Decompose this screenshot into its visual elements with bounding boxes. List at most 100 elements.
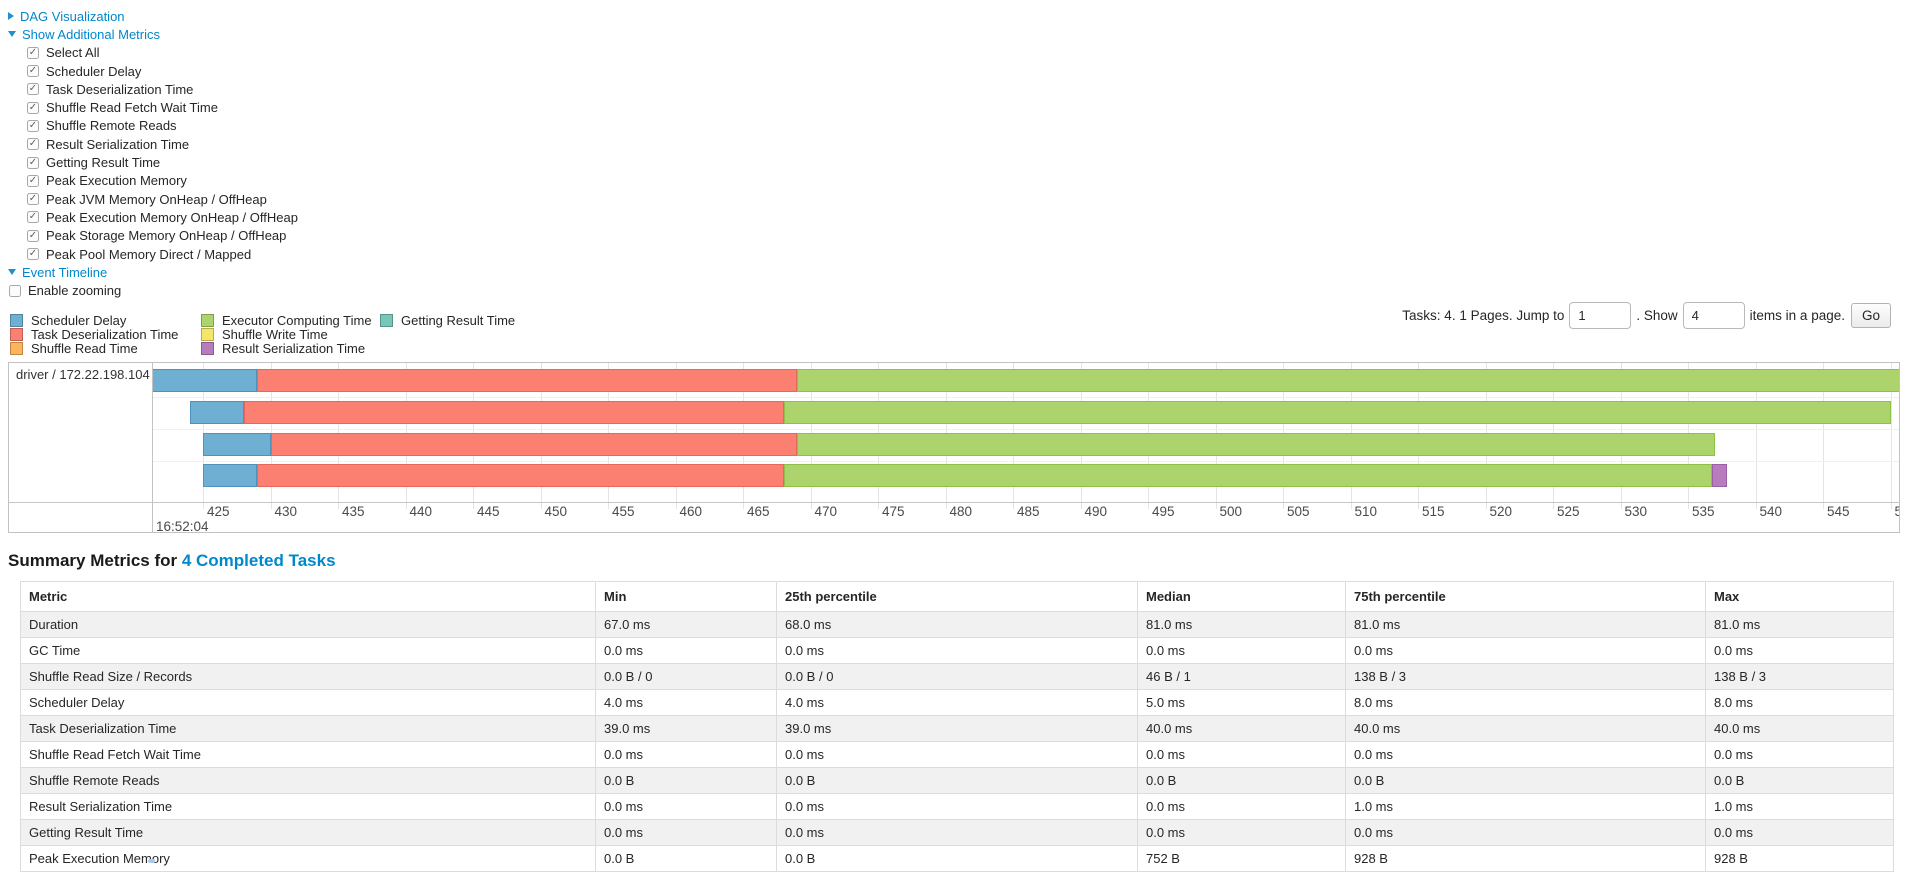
task-4-result_serialization-segment[interactable] [1712, 463, 1728, 487]
metric-value-cell-25th-percentile: 68.0 ms [776, 610, 1138, 638]
axis-tick-label: 500 [1219, 503, 1243, 519]
row-separator-line [153, 460, 1899, 462]
summary-heading-prefix: Summary Metrics for [8, 550, 182, 570]
column-header-25th-percentile: 25th percentile [776, 580, 1138, 612]
executor-group-panel: driver / 172.22.198.104 [9, 362, 153, 532]
task-1-task_deserialization-segment[interactable] [257, 368, 797, 392]
task-1-scheduler_delay-segment[interactable] [153, 368, 257, 392]
legend-label: Task Deserialization Time [31, 326, 179, 342]
result-serialization-time-swatch-icon [201, 341, 214, 355]
task-4-task_deserialization-segment[interactable] [257, 463, 784, 487]
table-row-task-deserialization-time: Task Deserialization Time 39.0 ms 39.0 ms 4… [20, 714, 1894, 742]
task-1-executor_computing-segment[interactable] [797, 368, 1899, 392]
metric-checkbox-row: ✓ Task Deserialization Time [8, 80, 1907, 98]
checkbox-peak-execution-memory[interactable]: ✓ [27, 174, 39, 187]
metric-name-cell: Shuffle Read Fetch Wait Time [20, 740, 596, 768]
metric-name-cell: Peak Execution Memory [20, 844, 596, 872]
task-3-executor_computing-segment[interactable] [797, 432, 1715, 456]
axis-tick-label: 445 [477, 503, 500, 519]
completed-tasks-link[interactable]: 4 Completed Tasks [181, 550, 336, 570]
axis-tick-label: 440 [409, 503, 433, 519]
enable-zooming-row: Enable zooming [8, 281, 1907, 299]
event-timeline-toggle[interactable]: Event Timeline [8, 263, 1907, 281]
metric-value-cell-25th-percentile: 39.0 ms [776, 714, 1138, 742]
checkbox-peak-pool-memory-direct-mapped[interactable]: ✓ [27, 248, 39, 260]
checkbox-label-shuffle-read-fetch-wait-time: Shuffle Read Fetch Wait Time [46, 100, 218, 116]
task-deserialization-time-swatch-icon [10, 327, 23, 341]
task-3-scheduler_delay-segment[interactable] [203, 432, 271, 456]
axis-tick-label: 505 [1287, 503, 1310, 519]
metric-value-cell-max: 0.0 B [1705, 766, 1894, 794]
task-4-executor_computing-segment[interactable] [783, 463, 1713, 487]
checkbox-peak-execution-memory-onheap-offheap[interactable]: ✓ [27, 211, 39, 224]
show-additional-metrics-toggle[interactable]: Show Additional Metrics [8, 25, 1907, 43]
event-timeline-link[interactable]: Event Timeline [22, 264, 108, 280]
column-header-75th-percentile: 75th percentile [1345, 580, 1706, 612]
executor-group-label: driver / 172.22.198.104 [16, 366, 150, 382]
checkbox-peak-jvm-memory-onheap-offheap[interactable]: ✓ [27, 193, 39, 206]
legend-label: Scheduler Delay [31, 313, 127, 329]
checkbox-shuffle-read-fetch-wait-time[interactable]: ✓ [27, 101, 39, 114]
checkbox-shuffle-remote-reads[interactable]: ✓ [27, 119, 39, 132]
checkbox-label-select-all: Select All [46, 45, 100, 61]
metric-value-cell-25th-percentile: 0.0 B [776, 844, 1138, 872]
axis-tick-label: 470 [814, 503, 838, 519]
jump-to-page-input[interactable] [1569, 301, 1632, 329]
additional-metrics-checkbox-list: ✓ Select All ✓ Scheduler Delay ✓ Task Deseria… [8, 44, 1907, 264]
show-additional-metrics-link[interactable]: Show Additional Metrics [22, 26, 161, 42]
checkbox-select-all[interactable]: ✓ [27, 46, 39, 59]
metric-value-cell-min: 39.0 ms [595, 714, 777, 742]
metric-value-cell-min: 4.0 ms [595, 688, 777, 716]
metric-value-cell-median: 0.0 ms [1137, 636, 1346, 664]
task-4-scheduler_delay-segment[interactable] [203, 463, 257, 487]
dag-visualization-link[interactable]: DAG Visualization [20, 8, 125, 24]
legend-label: Getting Result Time [401, 313, 516, 329]
axis-tick-label: 465 [747, 503, 770, 519]
metric-value-cell-75th-percentile: 0.0 ms [1345, 818, 1706, 846]
metric-value-cell-max: 0.0 ms [1705, 636, 1894, 664]
metric-value-cell-median: 752 B [1137, 844, 1346, 872]
metric-name-cell: Shuffle Read Size / Records [20, 662, 596, 690]
metric-value-cell-75th-percentile: 1.0 ms [1345, 792, 1706, 820]
metric-checkbox-row: ✓ Shuffle Read Fetch Wait Time [8, 98, 1907, 116]
task-2-executor_computing-segment[interactable] [783, 400, 1891, 424]
metric-value-cell-25th-percentile: 0.0 ms [776, 818, 1138, 846]
task-2-scheduler_delay-segment[interactable] [189, 400, 244, 424]
expanded-arrow-icon [8, 269, 16, 276]
axis-tick-label: 520 [1489, 503, 1513, 519]
metric-name-cell: Result Serialization Time [20, 792, 596, 820]
timeline-legend: Scheduler Delay Executor Computing Time Ge… [10, 313, 1907, 356]
task-3-task_deserialization-segment[interactable] [270, 432, 797, 456]
metric-name-cell: Getting Result Time [20, 818, 596, 846]
checkbox-task-deserialization-time[interactable]: ✓ [27, 83, 39, 96]
task-2-task_deserialization-segment[interactable] [243, 400, 784, 424]
metric-checkbox-row: ✓ Scheduler Delay [8, 62, 1907, 80]
metric-name-cell: Duration [20, 610, 596, 638]
shuffle-write-time-swatch-icon [201, 327, 214, 341]
items-per-page-input[interactable] [1682, 301, 1745, 329]
metric-value-cell-75th-percentile: 928 B [1345, 844, 1706, 872]
go-button[interactable]: Go [1850, 302, 1891, 328]
checkbox-scheduler-delay[interactable]: ✓ [27, 65, 39, 78]
metric-checkbox-row: ✓ Peak JVM Memory OnHeap / OffHeap [8, 190, 1907, 208]
legend-item-getting-result-time: Getting Result Time [380, 313, 515, 328]
checkbox-getting-result-time[interactable]: ✓ [27, 156, 39, 169]
dag-visualization-toggle[interactable]: DAG Visualization [8, 7, 1907, 25]
metric-value-cell-median: 5.0 ms [1137, 688, 1346, 716]
axis-tick-label: 495 [1152, 503, 1175, 519]
metric-value-cell-min: 0.0 ms [595, 740, 777, 768]
metric-value-cell-25th-percentile: 0.0 ms [776, 792, 1138, 820]
checkbox-result-serialization-time[interactable]: ✓ [27, 138, 39, 151]
checkbox-peak-storage-memory-onheap-offheap[interactable]: ✓ [27, 229, 39, 242]
enable-zooming-checkbox[interactable] [9, 284, 21, 297]
legend-row: Scheduler Delay Executor Computing Time Ge… [10, 313, 1907, 329]
metric-name-cell: GC Time [20, 636, 596, 664]
collapsed-arrow-icon [8, 12, 14, 21]
scheduler-delay-swatch-icon [10, 314, 23, 328]
column-header-metric: Metric [20, 580, 596, 612]
metric-value-cell-median: 40.0 ms [1137, 714, 1346, 742]
checkbox-label-getting-result-time: Getting Result Time [46, 155, 161, 171]
axis-tick-label: 435 [342, 503, 365, 519]
metric-value-cell-75th-percentile: 40.0 ms [1345, 714, 1706, 742]
metric-value-cell-75th-percentile: 81.0 ms [1345, 610, 1706, 638]
